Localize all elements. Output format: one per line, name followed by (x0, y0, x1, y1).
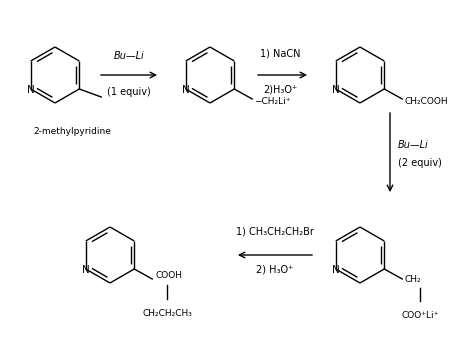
Text: N: N (182, 85, 190, 95)
Text: 2)H₃O⁺: 2)H₃O⁺ (263, 85, 298, 95)
Text: CH₂CH₂CH₃: CH₂CH₂CH₃ (142, 309, 192, 318)
Text: 2-methylpyridine: 2-methylpyridine (33, 127, 111, 136)
Text: Bu—Li: Bu—Li (398, 140, 429, 150)
Text: N: N (82, 265, 90, 275)
Text: 2) H₃O⁺: 2) H₃O⁺ (256, 265, 294, 275)
Text: CH₂: CH₂ (404, 275, 421, 284)
Text: COOH: COOH (155, 271, 182, 280)
Text: CH₂COOH: CH₂COOH (404, 97, 448, 106)
Text: −CH₂Li⁺: −CH₂Li⁺ (254, 97, 291, 106)
Text: 1) NaCN: 1) NaCN (260, 49, 301, 59)
Text: 1) CH₃CH₂CH₂Br: 1) CH₃CH₂CH₂Br (236, 227, 314, 237)
Text: (2 equiv): (2 equiv) (398, 158, 442, 168)
Text: N: N (27, 85, 35, 95)
Text: Bu—Li: Bu—Li (114, 51, 144, 61)
Text: N: N (332, 265, 340, 275)
Text: COO⁺Li⁺: COO⁺Li⁺ (401, 311, 439, 320)
Text: N: N (332, 85, 340, 95)
Text: (1 equiv): (1 equiv) (107, 87, 151, 97)
